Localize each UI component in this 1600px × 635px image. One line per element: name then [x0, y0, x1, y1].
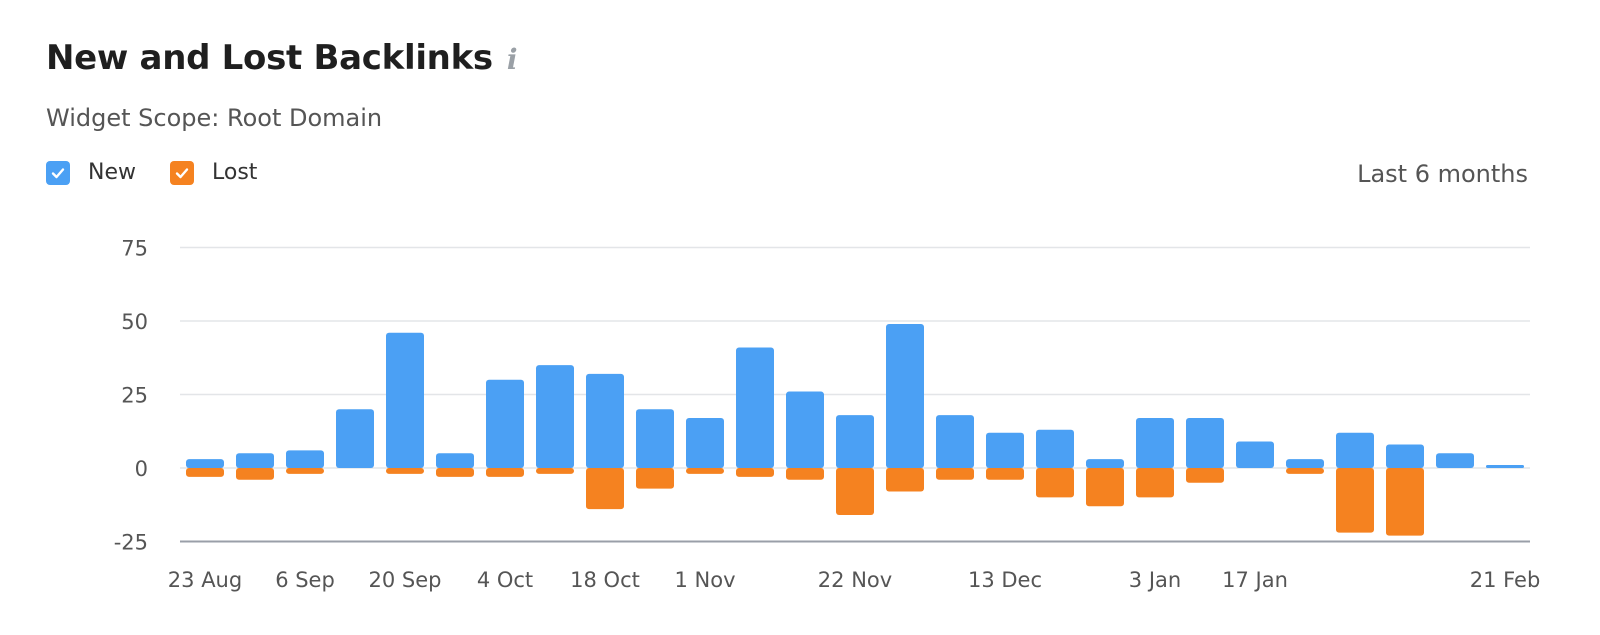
- bar-lost: [386, 468, 424, 474]
- bar-new: [1036, 429, 1074, 468]
- info-icon[interactable]: i: [506, 43, 518, 76]
- legend-label-lost: Lost: [212, 160, 258, 185]
- widget-scope-label: Widget Scope: Root Domain: [46, 104, 383, 132]
- bar-lost: [236, 468, 274, 480]
- x-tick-label: 4 Oct: [477, 568, 533, 592]
- bar-new: [386, 332, 424, 468]
- y-tick-label: 75: [121, 237, 148, 261]
- bar-lost: [1386, 468, 1424, 536]
- chart-legend: New Lost: [46, 160, 291, 185]
- x-tick-label: 20 Sep: [369, 568, 442, 592]
- backlinks-chart: 75 50 25 0 -25 23 Aug 6 Sep 20 Sep 4 Oct 18 Oct 1 …: [114, 237, 1541, 593]
- bar-lost: [286, 468, 324, 474]
- x-tick-label: 6 Sep: [275, 568, 335, 592]
- bar-new: [936, 415, 974, 468]
- bar-new: [536, 365, 574, 468]
- bar-lost: [186, 468, 224, 477]
- bar-new: [336, 409, 374, 468]
- y-tick-label: 25: [121, 384, 148, 408]
- bar-lost: [586, 468, 624, 510]
- bar-new: [486, 379, 524, 468]
- x-tick-label: 23 Aug: [168, 568, 242, 592]
- bar-new: [836, 415, 874, 468]
- x-tick-label: 17 Jan: [1222, 568, 1288, 592]
- title-row: New and Lost Backlinks i: [46, 38, 517, 78]
- bar-new: [1086, 459, 1124, 468]
- checkbox-checked-icon[interactable]: [46, 160, 70, 185]
- bar-lost: [786, 468, 824, 480]
- page-title: New and Lost Backlinks: [46, 38, 493, 78]
- bar-lost: [886, 468, 924, 492]
- bar-new: [736, 347, 774, 468]
- bar-lost: [936, 468, 974, 480]
- legend-item-lost[interactable]: Lost: [170, 160, 257, 185]
- legend-item-new[interactable]: New: [46, 160, 136, 185]
- bar-lost: [736, 468, 774, 477]
- y-tick-label: 0: [135, 457, 148, 481]
- y-tick-label: -25: [114, 531, 148, 555]
- bar-new: [436, 453, 474, 468]
- bar-lost: [836, 468, 874, 516]
- bar-new: [1136, 418, 1174, 468]
- bar-new: [586, 373, 624, 468]
- bar-new: [1336, 432, 1374, 468]
- bar-new: [1286, 459, 1324, 468]
- x-tick-label: 1 Nov: [674, 568, 735, 592]
- bar-lost: [1286, 468, 1324, 474]
- checkbox-checked-icon[interactable]: [170, 160, 194, 185]
- x-tick-label: 3 Jan: [1129, 568, 1181, 592]
- bar-new: [1486, 465, 1524, 468]
- bar-lost: [1136, 468, 1174, 498]
- bar-lost: [536, 468, 574, 474]
- bar-new: [636, 409, 674, 468]
- y-tick-label: 50: [121, 310, 148, 334]
- bar-new: [1186, 418, 1224, 468]
- x-tick-label: 21 Feb: [1470, 568, 1541, 592]
- bar-new: [1236, 441, 1274, 468]
- bar-lost: [686, 468, 724, 474]
- x-tick-label: 18 Oct: [570, 568, 640, 592]
- bar-lost: [486, 468, 524, 477]
- bar-new: [686, 418, 724, 468]
- bar-new: [786, 391, 824, 468]
- bar-new: [1436, 453, 1474, 468]
- bar-lost: [1086, 468, 1124, 507]
- bar-lost: [436, 468, 474, 477]
- bar-new: [1386, 444, 1424, 468]
- period-selector[interactable]: Last 6 months: [1357, 160, 1528, 188]
- bar-new: [186, 459, 224, 468]
- bar-new: [886, 323, 924, 468]
- bar-new: [286, 450, 324, 468]
- bar-lost: [1336, 468, 1374, 533]
- legend-label-new: New: [88, 160, 136, 185]
- x-tick-label: 22 Nov: [818, 568, 892, 592]
- bar-new: [236, 453, 274, 468]
- x-tick-label: 13 Dec: [968, 568, 1042, 592]
- bar-lost: [1036, 468, 1074, 498]
- bar-lost: [636, 468, 674, 489]
- bar-new: [986, 432, 1024, 468]
- bar-lost: [1186, 468, 1224, 483]
- bar-lost: [986, 468, 1024, 480]
